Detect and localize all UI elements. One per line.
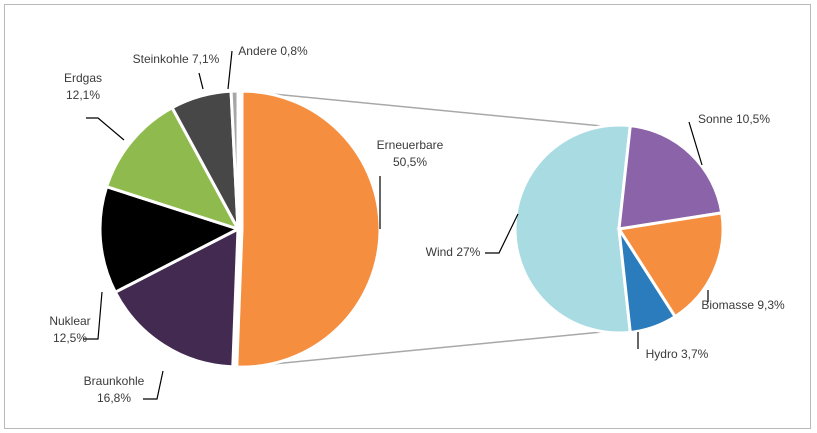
data-label-braunkohle: Braunkohle 16,8% xyxy=(84,374,145,405)
data-labels: Erneuerbare 50,5% Braunkohle 16,8% Nuklear 12… xyxy=(49,44,785,405)
leader-line-braunkohle xyxy=(143,370,164,400)
leader-lines xyxy=(83,50,709,400)
leader-line-sonne xyxy=(688,121,703,166)
breakdown-slice-wind xyxy=(513,123,632,335)
connector-lines xyxy=(241,90,613,368)
leader-line-andere xyxy=(227,50,233,90)
leader-line-erdgas xyxy=(86,117,125,141)
breakdown-slice-biomasse xyxy=(616,211,725,319)
breakdown-slice-hydro xyxy=(617,228,678,335)
main-slice-erneuerbare xyxy=(235,89,382,369)
data-label-wind: Wind 27% xyxy=(426,245,481,259)
main-slice-nuklear xyxy=(98,184,242,295)
main-pie xyxy=(98,89,382,369)
breakdown-pie xyxy=(513,123,725,335)
data-label-sonne: Sonne 10,5% xyxy=(698,112,770,126)
data-label-andere: Andere 0,8% xyxy=(238,44,308,58)
connector-line-bottom xyxy=(241,330,613,368)
connector-line-top xyxy=(241,90,613,128)
main-slice-erdgas xyxy=(104,105,242,232)
data-label-biomasse: Biomasse 9,3% xyxy=(701,298,785,312)
data-label-steinkohle: Steinkohle 7,1% xyxy=(133,52,220,66)
data-label-nuklear: Nuklear 12,5% xyxy=(49,314,90,345)
leader-line-nuklear xyxy=(83,291,103,340)
data-label-erneuerbare: Erneuerbare 50,5% xyxy=(377,138,444,169)
leader-line-steinkohle xyxy=(198,72,204,90)
main-slice-andere xyxy=(229,89,240,230)
leader-line-wind xyxy=(485,213,519,254)
breakdown-slice-sonne xyxy=(617,123,724,231)
data-label-erdgas: Erdgas 12,1% xyxy=(64,71,102,102)
main-slice-braunkohle xyxy=(113,226,240,369)
data-label-hydro: Hydro 3,7% xyxy=(646,347,709,361)
